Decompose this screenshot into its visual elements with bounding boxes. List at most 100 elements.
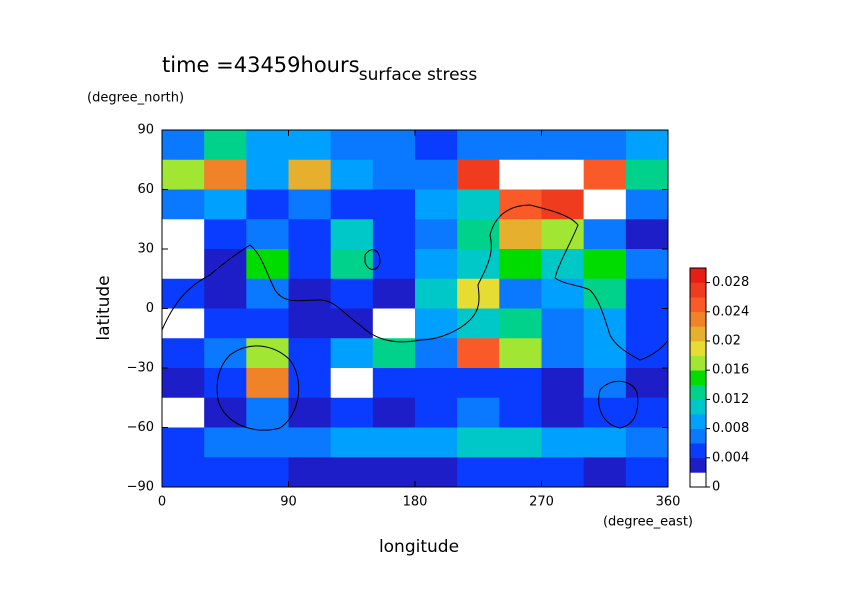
cell [625,368,669,399]
cell [583,249,627,280]
cell [583,308,627,339]
y-tick-label: 0 [146,301,154,316]
coastline [364,249,381,270]
colorbar: 0 0.004 0.008 0.012 0.016 0.02 0.024 0.028 [689,267,749,495]
cell [330,219,374,250]
cell [415,427,458,458]
cell [499,368,542,399]
colorbar-band [690,355,706,371]
cell [499,130,542,161]
cell [288,427,332,458]
cell [246,189,289,220]
colorbar-band [690,443,706,459]
cell [288,189,332,220]
colorbar-tick-label: 0.008 [712,421,749,436]
cell [246,219,289,250]
cell [330,130,374,161]
cell [246,457,289,488]
colorbar-band [690,311,706,327]
cell [372,397,416,428]
cell [372,219,416,250]
cell [625,219,669,250]
colorbar-band [690,472,706,488]
colorbar-band [690,414,706,429]
colorbar-band [690,384,706,400]
cell [415,397,458,428]
cell [162,338,205,369]
cell [499,308,542,339]
cell [625,189,669,220]
cell [246,397,289,428]
cell [457,427,500,458]
cell [288,278,332,309]
cell [541,219,585,250]
cell [541,278,585,309]
cell [415,159,458,190]
cell [415,368,458,399]
cell [162,457,205,488]
cell [583,278,627,309]
cell [246,278,289,309]
cell [330,427,374,458]
cell [288,368,332,399]
cell [415,457,458,488]
cell [415,278,458,309]
y-tick-label: −60 [127,420,154,435]
cell [457,368,500,399]
cell [204,219,247,250]
cell [457,219,500,250]
y-tick-label: −90 [127,480,154,495]
cell [625,130,669,161]
cell [583,368,627,399]
x-axis-label: longitude [379,537,459,557]
colorbar-tick-label: 0.02 [712,334,741,349]
cell [372,457,416,488]
cell [204,427,247,458]
cell [415,308,458,339]
cell [288,457,332,488]
colorbar-band [690,370,706,386]
cell [204,397,247,428]
cell [162,219,205,250]
cell [330,249,374,280]
cell [415,130,458,161]
cell [372,189,416,220]
cell [457,130,500,161]
cell [246,368,289,399]
y-unit: (degree_north) [87,91,184,106]
cell [541,427,585,458]
cell [162,427,205,458]
field [162,130,669,488]
cell [246,308,289,339]
cell [372,338,416,369]
cell [204,457,247,488]
cell [246,427,289,458]
coastline [161,204,669,361]
cell [330,397,374,428]
cell [415,338,458,369]
cell [162,130,205,161]
cell [162,189,205,220]
cell [204,189,247,220]
cell [625,159,669,190]
cell [499,159,542,190]
cell [372,159,416,190]
cell [288,338,332,369]
coastlines [161,204,669,431]
cell [625,457,669,488]
x-tick-label: 180 [403,495,428,510]
cell [583,189,627,220]
cell [288,308,332,339]
colorbar-tick-label: 0.004 [712,450,749,465]
cell [625,249,669,280]
y-tick-label: −30 [127,361,154,376]
cell [457,308,500,339]
cell [583,397,627,428]
cell [162,308,205,339]
cell [625,338,669,369]
cell [499,427,542,458]
cell [499,278,542,309]
cell [583,457,627,488]
